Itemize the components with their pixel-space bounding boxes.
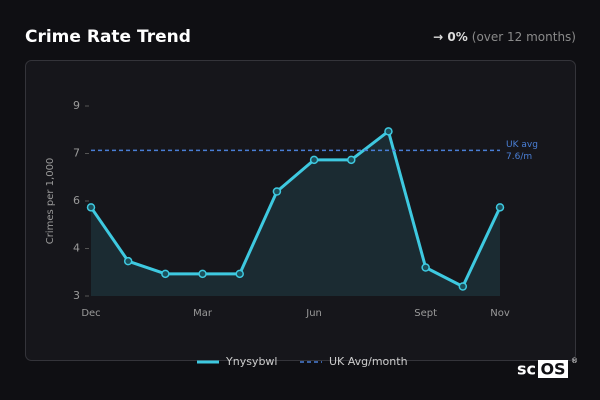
- point: [198, 269, 207, 279]
- brand-mark: ®: [571, 357, 578, 365]
- point: [123, 256, 133, 266]
- point: [421, 263, 430, 272]
- point: [384, 127, 393, 136]
- x-tick-label: Nov: [490, 308, 510, 319]
- x-tick-label: Sept: [414, 308, 437, 319]
- y-tick-label: 6: [73, 194, 80, 207]
- change: → 0%: [433, 30, 468, 44]
- reference-value-label: 7.6/m: [506, 152, 532, 162]
- point: [86, 203, 96, 212]
- legend: Ynysybwl UK Avg/month: [197, 355, 408, 368]
- x-tick-label: Dec: [81, 308, 100, 319]
- x-tick-label: Jun: [305, 308, 322, 319]
- area: [91, 131, 500, 296]
- point: [347, 155, 356, 165]
- y-tick-label: 7: [73, 147, 80, 160]
- y-axis-label: Crimes per 1,000: [45, 158, 56, 245]
- point: [161, 269, 170, 279]
- point: [495, 203, 505, 212]
- legend-label: UK Avg/month: [329, 355, 408, 368]
- brand: sc OS ®: [517, 357, 578, 379]
- card: [25, 60, 576, 361]
- point: [272, 187, 282, 196]
- chart-title: Crime Rate Trend: [25, 27, 191, 47]
- y-tick-label: 3: [73, 289, 80, 302]
- brand-box: [538, 360, 568, 378]
- y-tick-label: 9: [73, 99, 80, 112]
- brand-boxed: OS: [540, 360, 565, 379]
- y-tick-label: 4: [73, 242, 80, 255]
- change-summary: → 0% (over 12 months): [433, 30, 576, 44]
- point: [458, 282, 468, 291]
- reference-label: UK avg: [506, 140, 538, 150]
- brand-text: sc: [517, 360, 536, 379]
- point: [235, 269, 244, 279]
- point: [309, 155, 319, 165]
- x-tick-label: Mar: [193, 308, 213, 319]
- line: [89, 129, 502, 288]
- period: (over 12 months): [472, 30, 576, 44]
- legend-label: Ynysybwl: [225, 355, 277, 368]
